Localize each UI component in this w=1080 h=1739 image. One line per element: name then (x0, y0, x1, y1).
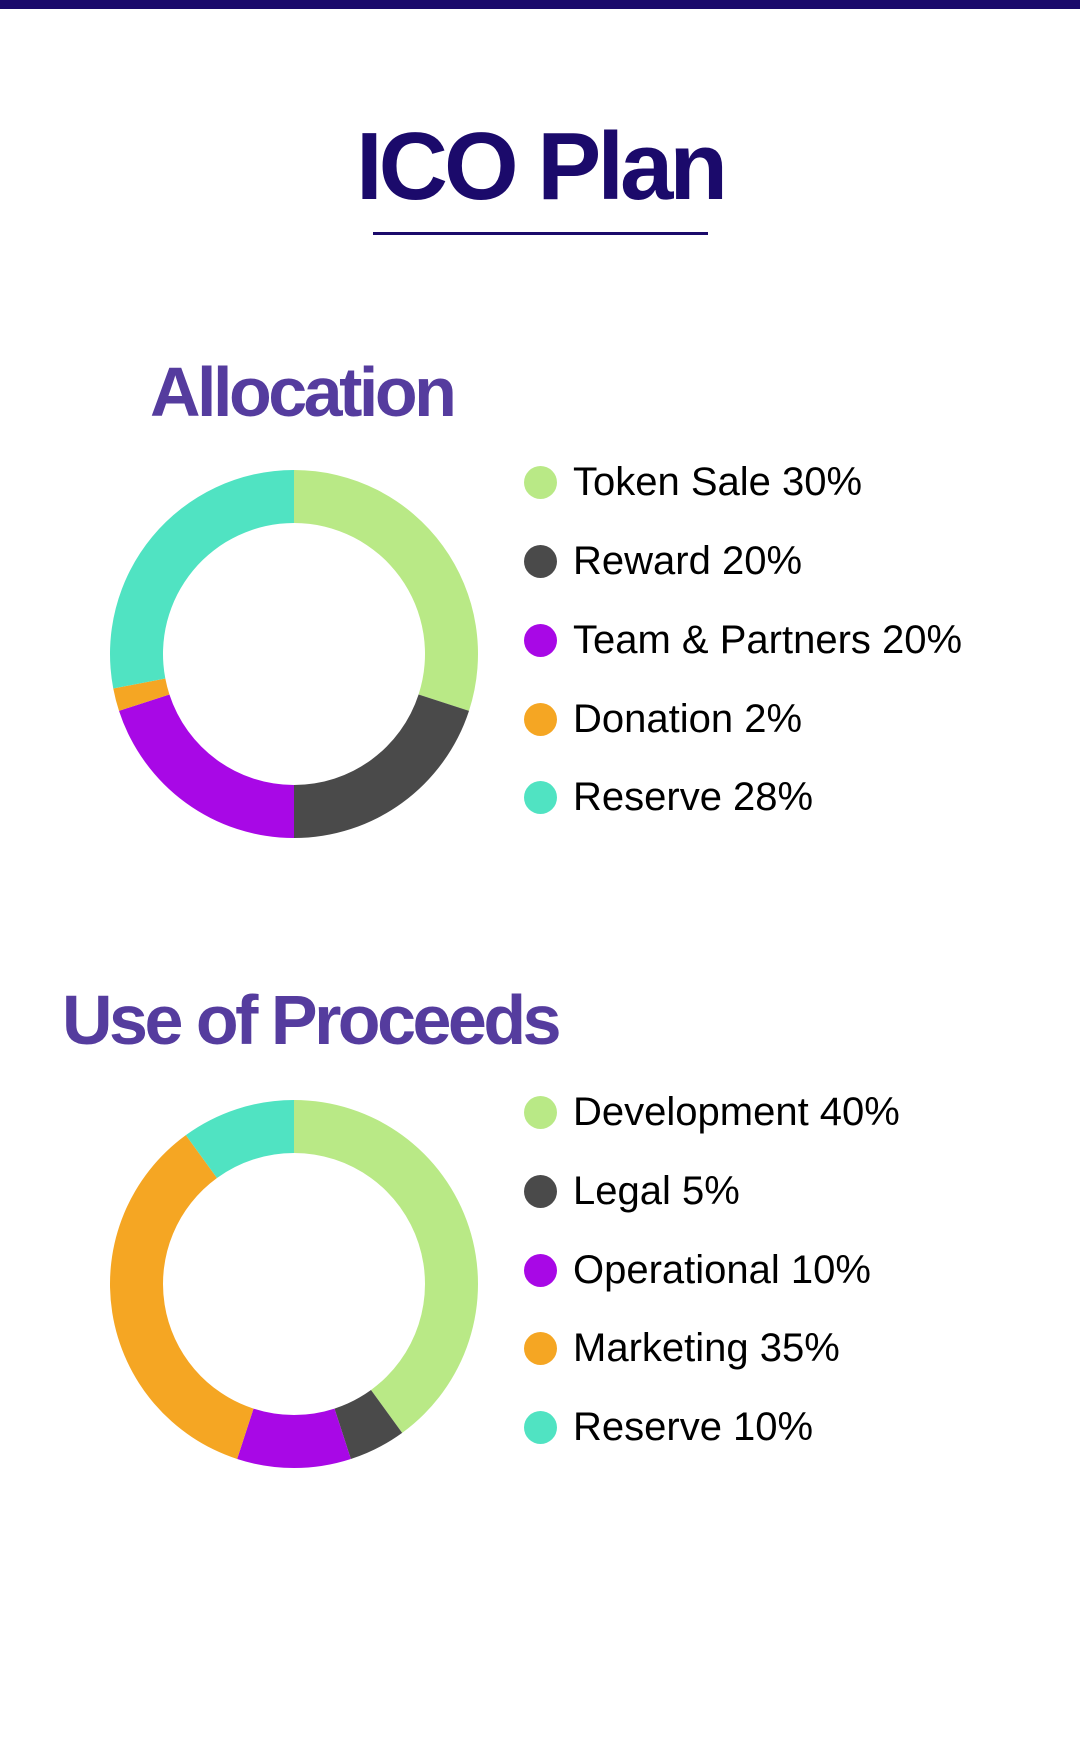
proceeds-donut (109, 1100, 479, 1468)
donut-slice-reward (294, 694, 469, 838)
legend-label: Reserve 10% (573, 1404, 814, 1449)
title-underline (373, 232, 708, 235)
allocation-donut (110, 470, 478, 838)
donut-slice-marketing (109, 1135, 254, 1459)
donut-slice-legal (334, 1389, 403, 1459)
donut-slice-team-partners (119, 694, 294, 838)
legend-dot-icon (524, 544, 557, 578)
legend-label: Donation 2% (573, 696, 803, 741)
legend-item: Legal 5% (524, 1166, 740, 1216)
legend-item: Token Sale 30% (524, 457, 862, 507)
legend-label: Reserve 28% (573, 774, 814, 819)
legend-item: Operational 10% (524, 1245, 871, 1295)
legend-label: Token Sale 30% (573, 459, 863, 504)
allocation-title: Allocation (150, 353, 457, 431)
page-title: ICO Plan (355, 113, 728, 220)
legend-label: Reward 20% (573, 538, 803, 583)
legend-dot-icon (524, 1095, 557, 1129)
legend-item: Reserve 28% (524, 772, 813, 822)
legend-item: Donation 2% (524, 694, 802, 744)
legend-label: Legal 5% (573, 1168, 740, 1213)
legend-dot-icon (524, 623, 557, 657)
top-accent-bar (0, 0, 1080, 9)
legend-item: Reward 20% (524, 536, 802, 586)
legend-dot-icon (524, 465, 557, 499)
legend-dot-icon (524, 702, 557, 736)
legend-dot-icon (524, 1410, 557, 1444)
legend-dot-icon (524, 1253, 557, 1287)
legend-label: Team & Partners 20% (573, 617, 963, 662)
legend-item: Reserve 10% (524, 1402, 813, 1452)
donut-slice-donation (113, 678, 170, 711)
legend-item: Development 40% (524, 1087, 900, 1137)
legend-label: Development 40% (573, 1089, 900, 1134)
donut-slice-development (294, 1100, 479, 1433)
legend-item: Team & Partners 20% (524, 615, 962, 665)
donut-slice-reserve (110, 470, 294, 689)
donut-slice-operational (237, 1408, 351, 1468)
legend-label: Operational 10% (573, 1247, 871, 1292)
donut-slice-reserve (185, 1100, 294, 1179)
legend-dot-icon (524, 1331, 557, 1365)
donut-slice-token-sale (294, 470, 478, 711)
legend-item: Marketing 35% (524, 1323, 840, 1373)
legend-dot-icon (524, 780, 557, 814)
use-of-proceeds-title: Use of Proceeds (62, 981, 562, 1059)
legend-label: Marketing 35% (573, 1325, 840, 1370)
legend-dot-icon (524, 1174, 557, 1208)
